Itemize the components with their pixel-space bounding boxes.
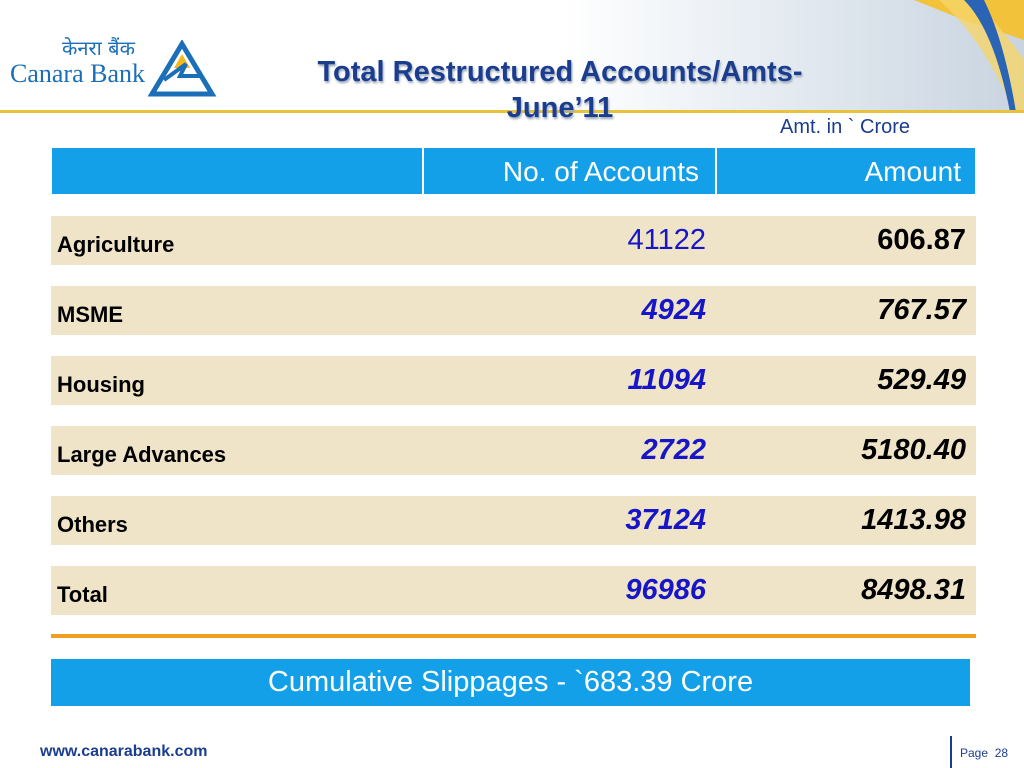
row-accounts: 41122 [627, 224, 707, 256]
row-accounts: 4924 [641, 294, 706, 326]
row-label: Agriculture [57, 232, 175, 257]
footer-website-link[interactable]: www.canarabank.com [40, 743, 208, 760]
canara-bank-logo-icon [147, 40, 217, 97]
table-row-large-advances: Large Advances 2722 5180.40 [51, 426, 976, 475]
row-amount: 8498.31 [861, 574, 966, 606]
row-amount: 1413.98 [861, 504, 966, 536]
page-title-line1: Total Restructured Accounts/Amts- [317, 56, 803, 88]
page-number: 28 [994, 746, 1009, 760]
footer-page-indicator: Page 28 [960, 746, 1008, 760]
page-title: Total Restructured Accounts/Amts- June’1… [250, 54, 870, 126]
table-row-total: Total 96986 8498.31 [51, 566, 976, 615]
header-rule [0, 110, 1024, 113]
table-row-msme: MSME 4924 767.57 [51, 286, 976, 335]
row-accounts: 96986 [625, 574, 706, 606]
row-label: Large Advances [57, 442, 227, 467]
table-header-amount: Amount [716, 147, 976, 195]
row-accounts: 2722 [641, 434, 706, 466]
row-label: Others [57, 512, 128, 537]
row-label: Total [57, 582, 108, 607]
row-amount: 606.87 [877, 224, 966, 256]
row-amount: 5180.40 [861, 434, 966, 466]
table-header-label [51, 147, 423, 195]
logo-hindi-text: केनरा बैंक [62, 36, 135, 60]
unit-note: Amt. in ` Crore [780, 116, 911, 138]
logo [0, 26, 236, 98]
page-label: Page [960, 746, 989, 760]
table-row-housing: Housing 11094 529.49 [51, 356, 976, 405]
table-header-row: No. of Accounts Amount [51, 147, 976, 195]
row-accounts: 37124 [625, 504, 706, 536]
row-accounts: 11094 [627, 364, 707, 396]
table-row-agriculture: Agriculture 41122 606.87 [51, 216, 976, 265]
slippage-banner: Cumulative Slippages - `683.39 Crore [51, 659, 970, 706]
table-header-accounts: No. of Accounts [423, 147, 716, 195]
section-divider [51, 634, 976, 638]
corner-swoosh-decoration [914, 0, 1024, 112]
logo-english-text: Canara Bank [10, 59, 146, 88]
page-title-line2: June’11 [506, 92, 614, 124]
row-label: Housing [57, 372, 145, 397]
table-row-others: Others 37124 1413.98 [51, 496, 976, 545]
footer-separator [950, 736, 952, 768]
row-amount: 529.49 [877, 364, 966, 396]
row-label: MSME [57, 302, 123, 327]
row-amount: 767.57 [877, 294, 966, 326]
